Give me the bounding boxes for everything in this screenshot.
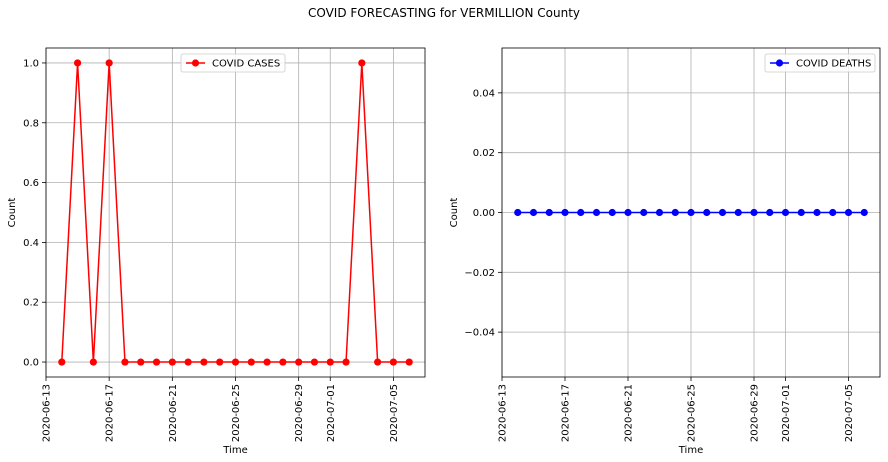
data-point xyxy=(860,208,868,217)
y-tick-label: 1.0 xyxy=(23,58,39,69)
legend: COVID DEATHS xyxy=(764,53,876,73)
data-point xyxy=(389,358,398,366)
data-point xyxy=(152,358,161,366)
data-point xyxy=(121,358,129,366)
data-point xyxy=(781,208,790,217)
x-tick-label: 2020-06-29 xyxy=(294,384,305,442)
data-point xyxy=(137,358,145,366)
data-point xyxy=(718,208,727,217)
figure-title: COVID FORECASTING for VERMILLION County xyxy=(307,6,581,20)
data-point xyxy=(608,208,616,217)
data-point xyxy=(766,208,774,217)
data-point xyxy=(200,358,208,366)
data-point xyxy=(734,208,742,217)
axes-frame xyxy=(45,47,426,378)
x-tick-label: 2020-07-01 xyxy=(326,384,337,442)
data-point xyxy=(545,208,553,217)
x-tick-label: 2020-06-21 xyxy=(624,384,635,442)
data-point xyxy=(829,208,837,217)
data-point xyxy=(279,358,287,366)
x-tick-label: 2020-06-17 xyxy=(561,384,572,442)
x-tick-label: 2020-06-25 xyxy=(687,384,698,442)
data-point xyxy=(105,59,113,67)
legend: COVID CASES xyxy=(180,53,286,73)
data-point xyxy=(326,358,334,366)
legend-label: COVID CASES xyxy=(212,59,280,70)
data-point xyxy=(687,208,695,217)
data-point xyxy=(703,208,711,217)
x-tick-label: 2020-07-05 xyxy=(844,384,855,442)
data-point xyxy=(844,208,853,217)
y-tick-label: 0.8 xyxy=(23,118,39,129)
data-point xyxy=(342,358,350,366)
y-tick-label: 0.0 xyxy=(23,358,39,369)
data-point xyxy=(529,208,538,217)
cases-chart: 2020-06-13 2020-06-17 2020-06-21 2020-06-25… xyxy=(7,47,426,456)
data-point xyxy=(655,208,664,217)
data-point xyxy=(374,358,382,366)
legend-label: COVID DEATHS xyxy=(796,59,871,70)
y-tick-label: 0.00 xyxy=(473,208,495,219)
data-point xyxy=(405,358,413,366)
x-tick-label: 2020-06-29 xyxy=(750,384,761,442)
x-tick-label: 2020-06-13 xyxy=(42,384,53,442)
y-axis-label: Count xyxy=(7,198,18,228)
legend-marker xyxy=(775,59,784,67)
data-point xyxy=(184,358,192,366)
data-point xyxy=(624,208,632,217)
y-tick-label: 0.02 xyxy=(473,148,495,159)
data-point xyxy=(813,208,821,217)
data-point xyxy=(310,358,319,366)
data-point xyxy=(640,208,648,217)
y-axis-label: Count xyxy=(449,198,460,228)
data-point xyxy=(592,208,601,217)
y-tick-label: 0.04 xyxy=(473,88,495,99)
data-point xyxy=(514,208,522,217)
axes-frame xyxy=(501,47,881,378)
x-tick-label: 2020-07-05 xyxy=(389,384,400,442)
data-point xyxy=(247,358,255,366)
data-point xyxy=(295,358,303,366)
data-point xyxy=(797,208,805,217)
legend-box xyxy=(180,53,286,73)
x-tick-label: 2020-06-17 xyxy=(105,384,116,442)
y-tick-label: −0.02 xyxy=(464,268,495,279)
data-point xyxy=(671,208,679,217)
data-point xyxy=(231,358,240,366)
y-tick-label: −0.04 xyxy=(464,328,495,339)
data-point xyxy=(750,208,758,217)
data-point xyxy=(216,358,224,366)
x-axis-label: Time xyxy=(222,445,247,456)
data-point xyxy=(168,358,176,366)
x-tick-label: 2020-06-25 xyxy=(231,384,242,442)
legend-marker xyxy=(191,59,200,67)
legend-box xyxy=(764,53,876,73)
y-tick-label: 0.6 xyxy=(23,178,39,189)
x-tick-label: 2020-07-01 xyxy=(781,384,792,442)
data-point xyxy=(358,59,366,67)
data-point xyxy=(263,358,271,366)
data-point xyxy=(89,358,97,366)
data-point xyxy=(577,208,585,217)
y-tick-label: 0.2 xyxy=(23,298,39,309)
y-tick-label: 0.4 xyxy=(23,238,39,249)
x-tick-label: 2020-06-21 xyxy=(168,384,179,442)
data-point xyxy=(561,208,569,217)
x-tick-label: 2020-06-13 xyxy=(498,384,509,442)
deaths-chart: 2020-06-13 2020-06-17 2020-06-21 2020-06-25… xyxy=(449,47,881,456)
data-point xyxy=(58,358,66,366)
data-point xyxy=(73,59,82,67)
x-axis-label: Time xyxy=(678,445,703,456)
